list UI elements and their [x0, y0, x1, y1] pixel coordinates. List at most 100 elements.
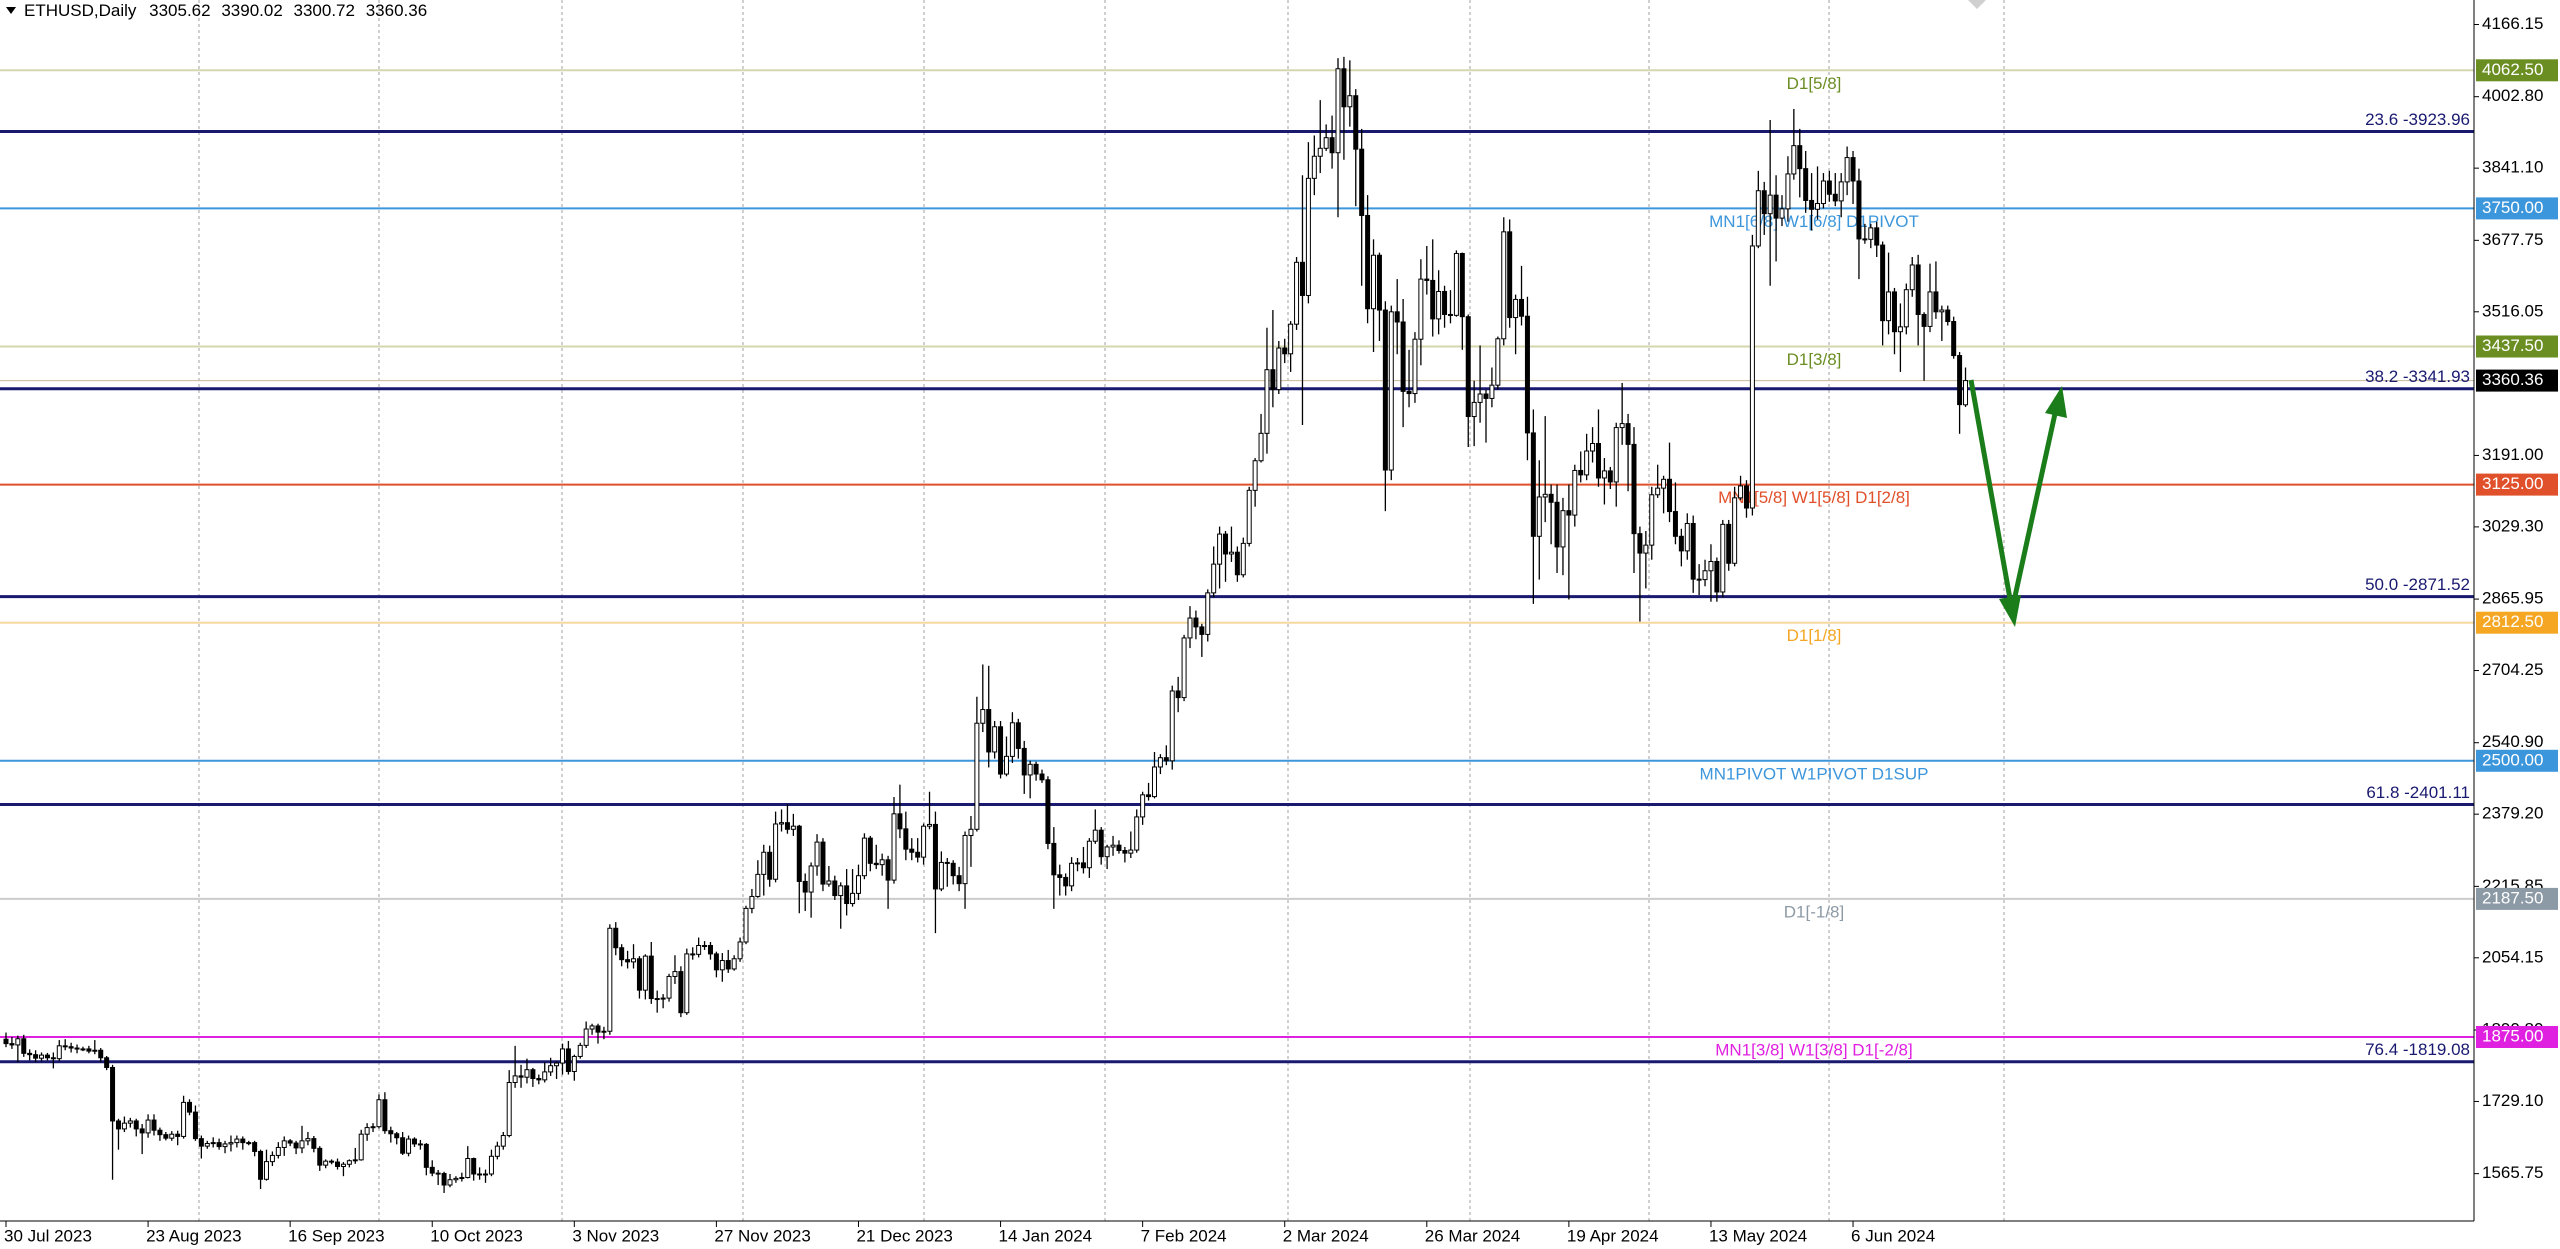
candle-body — [932, 823, 938, 890]
level-note: MN1PIVOT W1PIVOT D1SUP — [1700, 764, 1929, 783]
x-tick-label: 26 Mar 2024 — [1425, 1226, 1520, 1245]
candle-body — [435, 1172, 441, 1175]
arrow-head — [2045, 386, 2067, 418]
y-tick-label: 3516.05 — [2482, 301, 2543, 320]
candle-body — [192, 1111, 198, 1140]
header-high: 3390.02 — [221, 1, 282, 20]
candle-body — [1394, 311, 1400, 323]
candle-body — [1601, 470, 1607, 479]
candle-body — [1252, 460, 1258, 491]
candle-body — [139, 1128, 145, 1134]
candle-body — [1335, 68, 1341, 154]
level-note: D1[-1/8] — [1784, 902, 1844, 921]
candle-body — [648, 955, 654, 1000]
candle-body — [601, 1030, 607, 1033]
candle-body — [335, 1161, 341, 1167]
candle-body — [1388, 311, 1394, 471]
candle-body — [287, 1140, 293, 1144]
x-tick-label: 13 May 2024 — [1709, 1226, 1807, 1245]
candle-body — [1376, 254, 1382, 311]
candle-body — [506, 1082, 512, 1137]
candle-body — [678, 971, 684, 1014]
header-arrow — [6, 7, 16, 14]
x-tick-label: 27 Nov 2023 — [714, 1226, 810, 1245]
candle-body — [1459, 252, 1465, 318]
candle-body — [417, 1143, 423, 1146]
candle-body — [1886, 291, 1892, 322]
candle-body — [151, 1119, 157, 1131]
candle-body — [1436, 290, 1442, 320]
candle-body — [1104, 846, 1110, 858]
candle-body — [1915, 264, 1921, 315]
candle-body — [483, 1173, 489, 1176]
candle-body — [1708, 560, 1714, 572]
x-tick-label: 2 Mar 2024 — [1283, 1226, 1369, 1245]
candle-body — [1909, 264, 1915, 291]
candle-body — [181, 1101, 187, 1137]
candle-body — [104, 1057, 110, 1068]
y-tick-label: 3029.30 — [2482, 516, 2543, 535]
candle-body — [453, 1177, 459, 1181]
candle-body — [1489, 384, 1495, 399]
candle-body — [1939, 309, 1945, 313]
candle-body — [62, 1045, 68, 1048]
candle-body — [50, 1057, 56, 1060]
candle-body — [1092, 829, 1098, 842]
candle-body — [802, 880, 808, 893]
candle-body — [879, 859, 885, 866]
candle-body — [1382, 309, 1388, 471]
candle-body — [240, 1138, 246, 1144]
candle-body — [1850, 157, 1856, 182]
level-note: MN1[5/8] W1[5/8] D1[2/8] — [1718, 488, 1910, 507]
candle-body — [1797, 145, 1803, 170]
candle-body — [731, 958, 737, 970]
candle-body — [938, 861, 944, 890]
candle-body — [927, 823, 933, 827]
forecast-arrow — [1968, 379, 2067, 627]
fib-label: 76.4 -1819.08 — [2365, 1040, 2470, 1059]
candle-body — [39, 1054, 45, 1059]
candle-body — [625, 959, 631, 963]
candle-body — [1069, 862, 1075, 887]
y-tick-label: 1729.10 — [2482, 1091, 2543, 1110]
candle-body — [340, 1163, 346, 1167]
candle-body — [950, 862, 956, 877]
candle-body — [1193, 617, 1199, 628]
candle-body — [1844, 157, 1850, 183]
candle-body — [565, 1048, 571, 1072]
candle-body — [713, 953, 719, 971]
x-tick-label: 14 Jan 2024 — [999, 1226, 1093, 1245]
candle-body — [1110, 844, 1116, 848]
candle-body — [1702, 570, 1708, 581]
candle-body — [246, 1142, 252, 1145]
candle-body — [696, 945, 702, 955]
candle-body — [559, 1048, 565, 1064]
candle-body — [1098, 829, 1104, 858]
candle-body — [1447, 313, 1453, 316]
candle-body — [187, 1101, 193, 1113]
candle-body — [1880, 244, 1886, 322]
bid-tag — [2476, 369, 2558, 392]
candle-body — [873, 862, 879, 866]
candle-body — [1009, 722, 1015, 757]
x-tick-label: 3 Nov 2023 — [572, 1226, 659, 1245]
candle-body — [1542, 493, 1548, 498]
candle-body — [583, 1028, 589, 1046]
candle-body — [1163, 757, 1169, 762]
candle-body — [494, 1145, 500, 1157]
candle-body — [1862, 238, 1868, 241]
x-tick-label: 10 Oct 2023 — [430, 1226, 523, 1245]
candle-body — [1820, 180, 1826, 205]
candle-body — [1779, 208, 1785, 219]
candle-body — [838, 885, 844, 897]
price-tag-label: 2812.50 — [2482, 612, 2543, 631]
candle-body — [1874, 227, 1880, 246]
candle-body — [548, 1065, 554, 1073]
candle-body — [1258, 432, 1264, 462]
candle-body — [1637, 533, 1643, 554]
candle-body — [719, 960, 725, 971]
candle-body — [1175, 690, 1181, 699]
candle-body — [737, 941, 743, 960]
price-tag-label: 2187.50 — [2482, 888, 2543, 907]
y-tick-label: 4002.80 — [2482, 86, 2543, 105]
